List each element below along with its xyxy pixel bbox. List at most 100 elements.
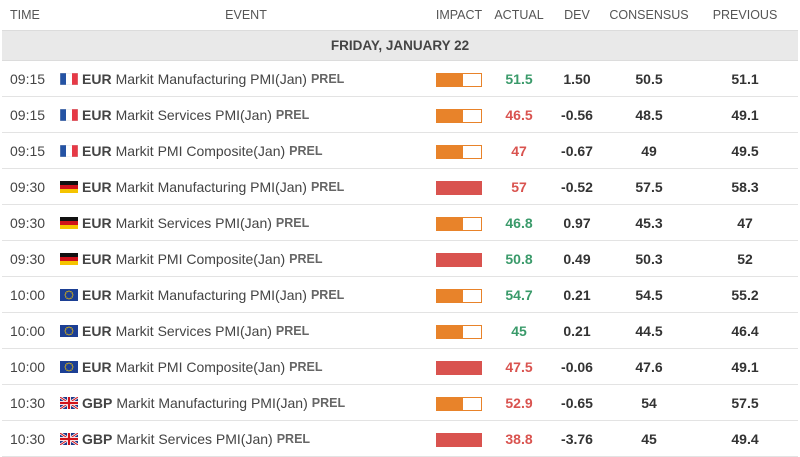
previous-value: 49.4	[731, 430, 759, 447]
impact-indicator	[436, 360, 482, 375]
header-previous[interactable]: PREVIOUS	[712, 8, 778, 22]
currency-code: EUR	[82, 358, 112, 375]
consensus-value: 54.5	[635, 286, 663, 303]
eu-flag-icon	[60, 288, 78, 301]
actual-value: 47	[511, 142, 527, 159]
impact-indicator	[436, 432, 482, 447]
row-time: 09:15	[10, 106, 46, 123]
previous-value: 49.5	[731, 142, 759, 159]
row-event[interactable]: GBP Markit Manufacturing PMI(Jan) PREL	[60, 394, 428, 411]
row-event[interactable]: EUR Markit Manufacturing PMI(Jan) PREL	[60, 71, 428, 87]
table-row[interactable]: 09:15 EUR Markit PMI Composite(Jan) PREL 47 -…	[2, 133, 798, 169]
row-event[interactable]: EUR Markit PMI Composite(Jan) PREL	[60, 358, 428, 375]
event-name: Markit PMI Composite(Jan)	[115, 358, 286, 375]
event-name: Markit Services PMI(Jan)	[116, 430, 273, 447]
event-name: Markit Services PMI(Jan)	[115, 214, 272, 231]
row-time: 10:30	[10, 394, 46, 411]
consensus-value: 44.5	[635, 322, 663, 339]
table-row[interactable]: 09:30 EUR Markit Manufacturing PMI(Jan) PRE…	[2, 169, 798, 205]
event-name: Markit Services PMI(Jan)	[115, 106, 272, 123]
actual-value: 50.8	[505, 250, 533, 267]
event-tag: PREL	[310, 287, 345, 302]
header-dev[interactable]: DEV	[564, 8, 590, 22]
impact-cell	[428, 106, 490, 123]
previous-value: 55.2	[731, 286, 759, 303]
row-event[interactable]: EUR Markit Services PMI(Jan) PREL	[60, 106, 428, 123]
impact-cell	[428, 394, 490, 411]
impact-cell	[428, 322, 490, 339]
de-flag-icon	[60, 252, 78, 265]
row-event[interactable]: GBP Markit Services PMI(Jan) PREL	[60, 430, 428, 447]
gb-flag-icon	[60, 396, 78, 409]
actual-value: 52.9	[505, 394, 533, 411]
currency-code: EUR	[82, 106, 112, 123]
table-row[interactable]: 09:15 EUR Markit Services PMI(Jan) PREL 46.5…	[2, 97, 798, 133]
impact-indicator	[436, 72, 482, 87]
event-tag: PREL	[310, 179, 345, 194]
consensus-value: 47.6	[635, 358, 663, 375]
table-row[interactable]: 09:15 EUR Markit Manufacturing PMI(Jan) PRE…	[2, 61, 798, 97]
consensus-value: 49	[641, 142, 657, 159]
row-event[interactable]: EUR Markit Manufacturing PMI(Jan) PREL	[60, 286, 428, 303]
previous-value: 46.4	[731, 322, 759, 339]
impact-indicator	[436, 324, 482, 339]
currency-code: GBP	[82, 394, 113, 411]
impact-cell	[428, 358, 490, 375]
table-row[interactable]: 10:30 GBP Markit Manufacturing PMI(Jan) PRE…	[2, 385, 798, 421]
table-row[interactable]: 10:00 EUR Markit PMI Composite(Jan) PREL 47.…	[2, 349, 798, 385]
fr-flag-icon	[60, 144, 78, 157]
deviation-value: 0.21	[563, 322, 591, 339]
event-name: Markit Services PMI(Jan)	[115, 322, 272, 339]
actual-value: 45	[511, 322, 527, 339]
table-row[interactable]: 09:30 EUR Markit Services PMI(Jan) PREL 46.8…	[2, 205, 798, 241]
impact-cell	[428, 142, 490, 159]
gb-flag-icon	[60, 432, 78, 445]
row-event[interactable]: EUR Markit PMI Composite(Jan) PREL	[60, 251, 428, 267]
row-event[interactable]: EUR Markit Services PMI(Jan) PREL	[60, 214, 428, 231]
row-event[interactable]: EUR Markit Manufacturing PMI(Jan) PREL	[60, 178, 428, 195]
header-impact[interactable]: IMPACT	[435, 8, 483, 22]
header-actual[interactable]: ACTUAL	[494, 8, 544, 22]
deviation-value: -0.52	[561, 178, 593, 195]
consensus-value: 50.5	[635, 70, 663, 87]
event-name: Markit Manufacturing PMI(Jan)	[115, 286, 307, 303]
row-time: 09:30	[10, 250, 46, 267]
row-time: 10:30	[10, 430, 46, 447]
table-row[interactable]: 10:30 GBP Markit Services PMI(Jan) PREL 38.8…	[2, 421, 798, 457]
header-consensus[interactable]: CONSENSUS	[609, 8, 689, 22]
table-row[interactable]: 09:30 EUR Markit PMI Composite(Jan) PREL 50.…	[2, 241, 798, 277]
table-row[interactable]: 10:00 EUR Markit Services PMI(Jan) PREL 45 0.…	[2, 313, 798, 349]
table-row[interactable]: 10:00 EUR Markit Manufacturing PMI(Jan) PRE…	[2, 277, 798, 313]
row-time: 10:00	[10, 322, 46, 339]
previous-value: 49.1	[731, 358, 759, 375]
consensus-value: 54	[641, 394, 657, 411]
currency-code: GBP	[82, 430, 113, 447]
table-header: TIME EVENT IMPACT ACTUAL DEV CONSENSUS P…	[2, 0, 798, 30]
eu-flag-icon	[60, 324, 78, 337]
impact-cell	[428, 430, 490, 447]
header-event[interactable]: EVENT	[225, 8, 267, 22]
deviation-value: -0.65	[561, 394, 593, 411]
currency-code: EUR	[82, 178, 112, 195]
impact-indicator	[436, 180, 482, 195]
event-tag: PREL	[275, 323, 310, 338]
event-tag: PREL	[275, 107, 310, 122]
row-event[interactable]: EUR Markit Services PMI(Jan) PREL	[60, 322, 428, 339]
actual-value: 47.5	[505, 358, 533, 375]
fr-flag-icon	[60, 108, 78, 121]
consensus-value: 57.5	[635, 178, 663, 195]
actual-value: 38.8	[505, 430, 533, 447]
event-tag: PREL	[289, 251, 323, 266]
event-tag: PREL	[289, 359, 323, 374]
impact-cell	[428, 214, 490, 231]
impact-cell	[428, 286, 490, 303]
row-event[interactable]: EUR Markit PMI Composite(Jan) PREL	[60, 143, 428, 159]
header-time[interactable]: TIME	[10, 8, 40, 22]
event-name: Markit Manufacturing PMI(Jan)	[116, 394, 308, 411]
event-tag: PREL	[275, 215, 310, 230]
consensus-value: 50.3	[635, 250, 663, 267]
deviation-value: -0.56	[561, 106, 593, 123]
consensus-value: 45.3	[635, 214, 663, 231]
eu-flag-icon	[60, 360, 78, 373]
